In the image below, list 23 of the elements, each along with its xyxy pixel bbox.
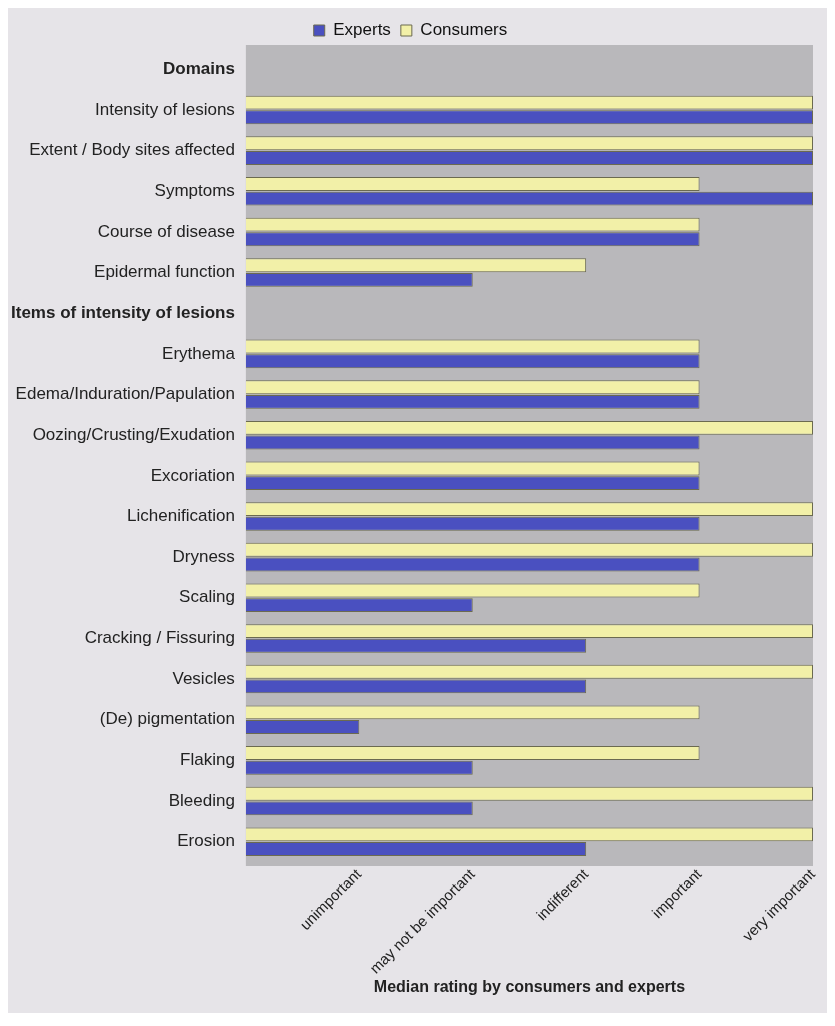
y-tick-label: Course of disease <box>97 221 235 241</box>
y-tick-label: Domains <box>163 59 235 79</box>
y-tick-label: Bleeding <box>168 790 235 810</box>
y-tick-label: Vesicles <box>172 668 235 688</box>
y-tick-label: Oozing/Crusting/Exudation <box>32 424 235 444</box>
y-tick-label: Intensity of lesions <box>95 99 235 119</box>
y-tick-label: Lichenification <box>127 506 235 526</box>
legend-label: Consumers <box>420 20 508 40</box>
y-tick-label: Erosion <box>177 831 235 851</box>
y-tick-label: Symptoms <box>154 180 235 200</box>
y-tick-label: (De) pigmentation <box>99 709 235 729</box>
legend-label: Experts <box>333 20 391 40</box>
y-tick-label: Flaking <box>180 750 235 770</box>
y-tick-label: Dryness <box>172 546 235 566</box>
y-tick-label: Extent / Body sites affected <box>29 140 235 160</box>
y-tick-label: Epidermal function <box>94 262 235 282</box>
text: Median rating by consumers and experts <box>373 978 686 996</box>
y-tick-label: Erythema <box>162 343 236 363</box>
y-tick-label: Cracking / Fissuring <box>84 628 235 648</box>
y-tick-label: Items of intensity of lesions <box>11 302 235 322</box>
y-tick-label: Edema/Induration/Papulation <box>15 384 235 404</box>
y-tick-label: Scaling <box>179 587 235 607</box>
y-tick-label: Excoriation <box>150 465 235 485</box>
